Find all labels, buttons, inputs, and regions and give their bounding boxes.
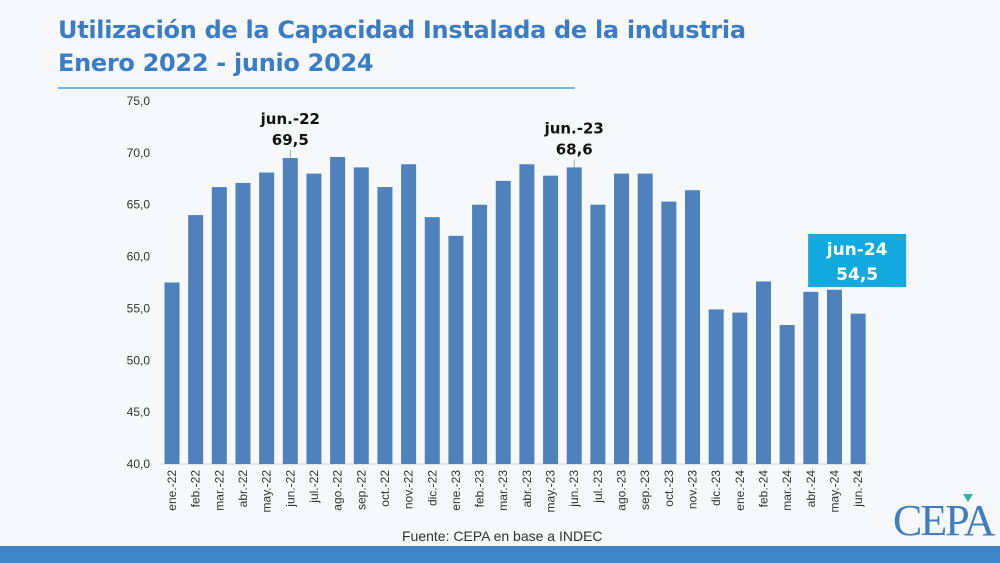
- source-note: Fuente: CEPA en base a INDEC: [402, 528, 603, 544]
- highlight-label-box: [808, 234, 907, 287]
- bar: [566, 167, 582, 464]
- y-tick-label: 55,0: [127, 301, 151, 315]
- bar: [826, 289, 842, 464]
- x-tick-label: ene.-22: [165, 470, 179, 511]
- bar: [424, 217, 440, 464]
- bar: [543, 175, 559, 464]
- bar: [401, 164, 417, 464]
- bar: [850, 313, 866, 464]
- x-tick-label: ene.-23: [449, 470, 463, 511]
- y-tick-label: 70,0: [127, 146, 151, 160]
- x-tick-label: nov.-23: [686, 470, 700, 509]
- bar: [519, 164, 535, 464]
- footer-bar: [0, 546, 1000, 563]
- x-tick-label: ago.-22: [331, 470, 345, 511]
- bar: [164, 282, 180, 464]
- x-tick-label: jun.-22: [283, 470, 297, 508]
- annotation-label: jun-24: [826, 240, 888, 260]
- x-tick-label: sep.-22: [354, 470, 368, 510]
- bar: [661, 201, 677, 465]
- bar: [235, 182, 251, 465]
- y-tick-label: 60,0: [127, 250, 151, 264]
- x-tick-label: may.-23: [544, 470, 558, 513]
- bar: [590, 204, 606, 464]
- bar: [377, 187, 393, 464]
- x-tick-label: nov.-22: [402, 470, 416, 509]
- x-tick-label: may.-24: [827, 470, 841, 513]
- y-tick-label: 40,0: [127, 457, 151, 471]
- annotation-value: 68,6: [556, 140, 593, 158]
- title-line-2: Enero 2022 - junio 2024: [58, 49, 374, 77]
- bar: [330, 157, 346, 464]
- bar: [259, 172, 275, 464]
- bar: [637, 173, 653, 464]
- bar: [211, 187, 227, 464]
- title-line-1: Utilización de la Capacidad Instalada de…: [58, 16, 746, 44]
- annotation-label: jun.-23: [544, 119, 604, 137]
- logo-triangle-icon: [963, 494, 973, 502]
- x-tick-label: feb.-22: [189, 470, 203, 508]
- bar: [495, 180, 511, 465]
- bar: [282, 158, 298, 465]
- x-tick-label: abr.-22: [236, 470, 250, 508]
- bar: [756, 281, 771, 464]
- x-tick-label: dic.-23: [709, 470, 723, 506]
- chart-title: Utilización de la Capacidad Instalada de…: [58, 14, 746, 80]
- y-tick-label: 65,0: [127, 198, 151, 212]
- cepa-logo: CEPA: [893, 496, 995, 545]
- bar: [472, 204, 488, 464]
- annotation-value: 69,5: [272, 131, 309, 149]
- bar: [732, 312, 748, 464]
- title-divider: [58, 87, 575, 89]
- bar: [779, 325, 795, 464]
- bar: [614, 173, 630, 464]
- bar: [685, 190, 701, 465]
- bar: [188, 215, 204, 464]
- x-tick-label: feb.-24: [757, 470, 771, 508]
- annotation-value: 54,5: [836, 265, 878, 285]
- x-tick-label: oct.-22: [378, 470, 392, 507]
- x-tick-label: abr.-24: [804, 470, 818, 508]
- x-tick-label: ene.-24: [733, 470, 747, 511]
- x-tick-label: mar.-23: [496, 470, 510, 511]
- x-tick-label: jul.-23: [591, 470, 605, 504]
- x-tick-label: jun.-24: [851, 470, 865, 508]
- y-tick-label: 75,0: [127, 94, 151, 108]
- bar: [306, 173, 322, 464]
- x-tick-label: feb.-23: [473, 470, 487, 508]
- x-tick-label: jul.-22: [307, 470, 321, 504]
- bar: [803, 291, 819, 464]
- y-tick-label: 50,0: [127, 353, 151, 367]
- x-tick-label: oct.-23: [662, 470, 676, 507]
- y-tick-label: 45,0: [127, 405, 151, 419]
- x-tick-label: sep.-23: [638, 470, 652, 510]
- x-tick-label: dic.-22: [425, 470, 439, 506]
- x-tick-label: jun.-23: [567, 470, 581, 508]
- x-tick-label: ago.-23: [615, 470, 629, 511]
- x-tick-label: mar.-24: [780, 470, 794, 511]
- bar: [448, 235, 464, 464]
- x-tick-label: may.-22: [260, 470, 274, 513]
- bar: [353, 167, 369, 464]
- annotation-label: jun.-22: [260, 110, 320, 128]
- bar: [708, 309, 724, 464]
- x-tick-label: abr.-23: [520, 470, 534, 508]
- x-tick-label: mar.-22: [212, 470, 226, 511]
